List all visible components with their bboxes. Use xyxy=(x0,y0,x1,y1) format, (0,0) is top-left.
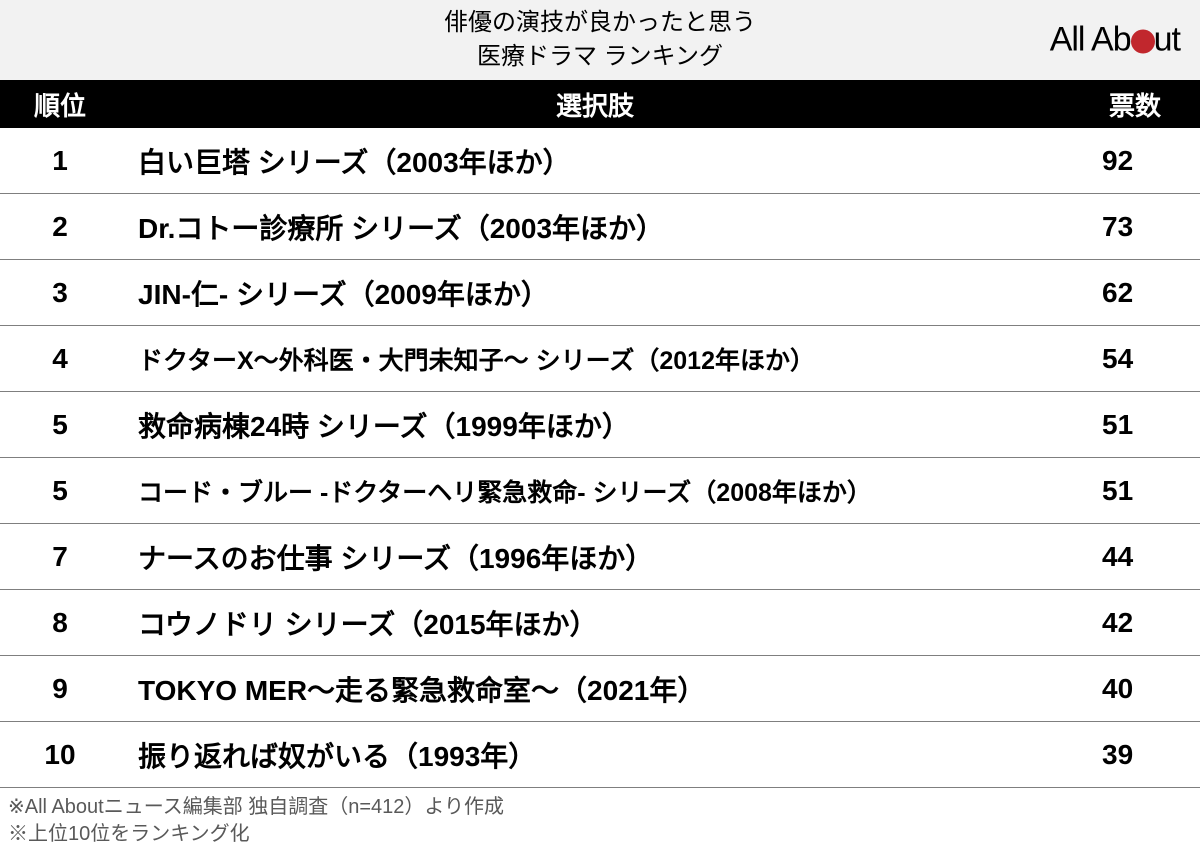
logo-text-left: All Ab xyxy=(1050,21,1131,60)
cell-rank: 5 xyxy=(0,475,120,507)
title-bar: 俳優の演技が良かったと思う 医療ドラマ ランキング All Ab ut xyxy=(0,0,1200,80)
cell-votes: 44 xyxy=(1070,541,1200,573)
table-row: 10振り返れば奴がいる（1993年）39 xyxy=(0,722,1200,788)
title-line-1: 俳優の演技が良かったと思う xyxy=(444,9,756,36)
table-row: 3JIN-仁- シリーズ（2009年ほか）62 xyxy=(0,260,1200,326)
footnote-2: ※上位10位をランキング化 xyxy=(8,821,1192,848)
cell-votes: 51 xyxy=(1070,475,1200,507)
cell-rank: 8 xyxy=(0,607,120,639)
logo-dot-icon xyxy=(1131,29,1155,53)
cell-votes: 40 xyxy=(1070,673,1200,705)
table-row: 7ナースのお仕事 シリーズ（1996年ほか）44 xyxy=(0,524,1200,590)
table-row: 8コウノドリ シリーズ（2015年ほか）42 xyxy=(0,590,1200,656)
cell-choice: JIN-仁- シリーズ（2009年ほか） xyxy=(120,273,1070,313)
cell-choice: Dr.コトー診療所 シリーズ（2003年ほか） xyxy=(120,207,1070,247)
header-choice: 選択肢 xyxy=(120,86,1070,123)
cell-choice: コード・ブルー -ドクターヘリ緊急救命- シリーズ（2008年ほか） xyxy=(120,473,1070,509)
header-rank: 順位 xyxy=(0,86,120,123)
cell-votes: 62 xyxy=(1070,277,1200,309)
cell-rank: 3 xyxy=(0,277,120,309)
cell-choice: ドクターX～外科医・大門未知子～ シリーズ（2012年ほか） xyxy=(120,341,1070,377)
cell-votes: 92 xyxy=(1070,145,1200,177)
cell-rank: 4 xyxy=(0,343,120,375)
cell-choice: TOKYO MER～走る緊急救命室～（2021年） xyxy=(120,669,1070,709)
cell-votes: 54 xyxy=(1070,343,1200,375)
table-row: 2Dr.コトー診療所 シリーズ（2003年ほか）73 xyxy=(0,194,1200,260)
cell-rank: 2 xyxy=(0,211,120,243)
cell-choice: 振り返れば奴がいる（1993年） xyxy=(120,735,1070,775)
page-title: 俳優の演技が良かったと思う 医療ドラマ ランキング xyxy=(444,6,756,73)
table-body: 1白い巨塔 シリーズ（2003年ほか）922Dr.コトー診療所 シリーズ（200… xyxy=(0,128,1200,788)
title-line-2: 医療ドラマ ランキング xyxy=(477,43,723,70)
table-row: 1白い巨塔 シリーズ（2003年ほか）92 xyxy=(0,128,1200,194)
footnotes: ※All Aboutニュース編集部 独自調査（n=412）より作成 ※上位10位… xyxy=(0,788,1200,848)
cell-choice: コウノドリ シリーズ（2015年ほか） xyxy=(120,603,1070,643)
cell-votes: 73 xyxy=(1070,211,1200,243)
logo-text-right: ut xyxy=(1154,21,1180,60)
cell-rank: 9 xyxy=(0,673,120,705)
cell-choice: 救命病棟24時 シリーズ（1999年ほか） xyxy=(120,405,1070,445)
table-row: 9TOKYO MER～走る緊急救命室～（2021年）40 xyxy=(0,656,1200,722)
table-row: 5コード・ブルー -ドクターヘリ緊急救命- シリーズ（2008年ほか）51 xyxy=(0,458,1200,524)
cell-votes: 42 xyxy=(1070,607,1200,639)
cell-rank: 1 xyxy=(0,145,120,177)
allabout-logo: All Ab ut xyxy=(1050,21,1180,60)
table-header: 順位 選択肢 票数 xyxy=(0,80,1200,128)
ranking-table: 俳優の演技が良かったと思う 医療ドラマ ランキング All Ab ut 順位 選択… xyxy=(0,0,1200,848)
cell-votes: 51 xyxy=(1070,409,1200,441)
table-row: 4ドクターX～外科医・大門未知子～ シリーズ（2012年ほか）54 xyxy=(0,326,1200,392)
cell-choice: ナースのお仕事 シリーズ（1996年ほか） xyxy=(120,537,1070,577)
footnote-1: ※All Aboutニュース編集部 独自調査（n=412）より作成 xyxy=(8,794,1192,821)
table-row: 5救命病棟24時 シリーズ（1999年ほか）51 xyxy=(0,392,1200,458)
cell-votes: 39 xyxy=(1070,739,1200,771)
cell-rank: 10 xyxy=(0,739,120,771)
cell-rank: 5 xyxy=(0,409,120,441)
cell-rank: 7 xyxy=(0,541,120,573)
header-votes: 票数 xyxy=(1070,86,1200,123)
cell-choice: 白い巨塔 シリーズ（2003年ほか） xyxy=(120,141,1070,181)
